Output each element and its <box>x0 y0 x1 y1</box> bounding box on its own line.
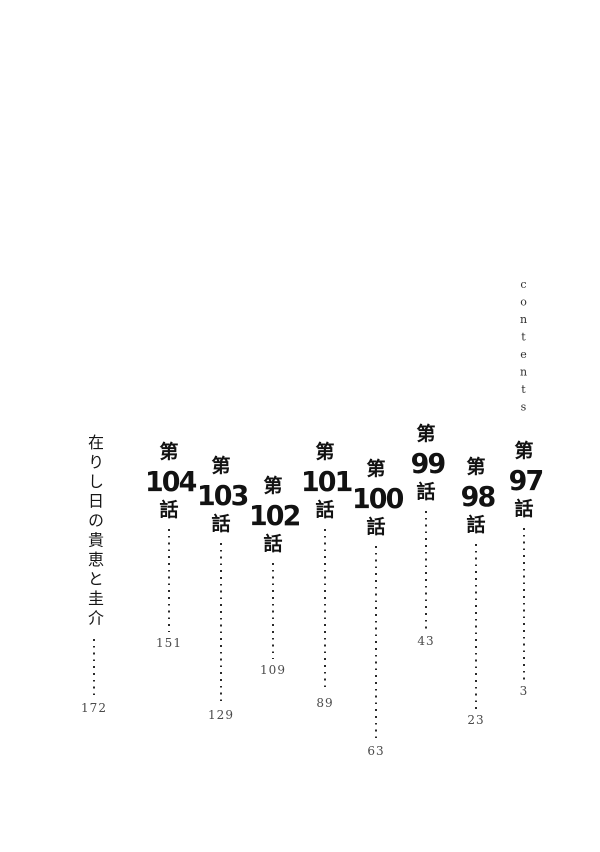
dot-leader <box>93 639 95 697</box>
dot-leader <box>272 563 274 659</box>
chapter-number: 98 <box>460 480 495 513</box>
chapter-entry-102: 第 102 話 109 <box>249 475 301 677</box>
chapter-suffix: 話 <box>211 513 231 535</box>
dot-leader <box>168 529 170 632</box>
chapter-entry-98: 第 98 話 23 <box>454 456 498 727</box>
page-number: 109 <box>260 663 286 677</box>
chapter-suffix: 話 <box>366 516 386 538</box>
chapter-prefix: 第 <box>263 475 283 497</box>
chapter-prefix: 第 <box>159 441 179 463</box>
chapter-prefix: 第 <box>416 423 436 445</box>
chapter-entry-101: 第 101 話 89 <box>301 441 353 710</box>
chapter-number: 103 <box>196 479 249 512</box>
page-number: 63 <box>367 744 385 758</box>
chapter-number: 99 <box>410 447 445 480</box>
contents-label: contents <box>517 278 530 418</box>
dot-leader <box>324 529 326 692</box>
chapter-entry-103: 第 103 話 129 <box>197 455 249 722</box>
chapter-suffix: 話 <box>159 499 179 521</box>
page-number: 89 <box>316 696 334 710</box>
dot-leader <box>475 544 477 709</box>
page-number: 151 <box>156 636 182 650</box>
chapter-suffix: 話 <box>416 481 436 503</box>
chapter-prefix: 第 <box>366 458 386 480</box>
chapter-suffix: 話 <box>514 498 534 520</box>
chapter-prefix: 第 <box>466 456 486 478</box>
special-story-entry: 在りし日の貴恵と圭介 172 <box>72 434 116 714</box>
chapter-number: 102 <box>248 499 301 532</box>
chapter-number: 104 <box>144 465 197 498</box>
chapter-number: 100 <box>351 482 404 515</box>
chapter-number: 97 <box>508 464 543 497</box>
chapter-entry-97: 第 97 話 3 <box>502 440 546 698</box>
dot-leader <box>375 546 377 740</box>
dot-leader <box>523 528 525 680</box>
chapter-suffix: 話 <box>315 499 335 521</box>
chapter-suffix: 話 <box>263 533 283 555</box>
dot-leader <box>220 543 222 704</box>
chapter-entry-99: 第 99 話 43 <box>404 423 448 648</box>
chapter-entry-100: 第 100 話 63 <box>352 458 404 758</box>
chapter-prefix: 第 <box>211 455 231 477</box>
chapter-prefix: 第 <box>315 441 335 463</box>
chapter-prefix: 第 <box>514 440 534 462</box>
page-number: 23 <box>467 713 485 727</box>
chapter-entry-104: 第 104 話 151 <box>145 441 197 650</box>
chapter-suffix: 話 <box>466 514 486 536</box>
page-number: 3 <box>519 684 529 698</box>
special-story-title: 在りし日の貴恵と圭介 <box>85 434 104 629</box>
chapter-number: 101 <box>300 465 353 498</box>
page-number: 129 <box>208 708 234 722</box>
dot-leader <box>425 511 427 630</box>
page-number: 172 <box>81 701 107 715</box>
page-number: 43 <box>417 634 435 648</box>
